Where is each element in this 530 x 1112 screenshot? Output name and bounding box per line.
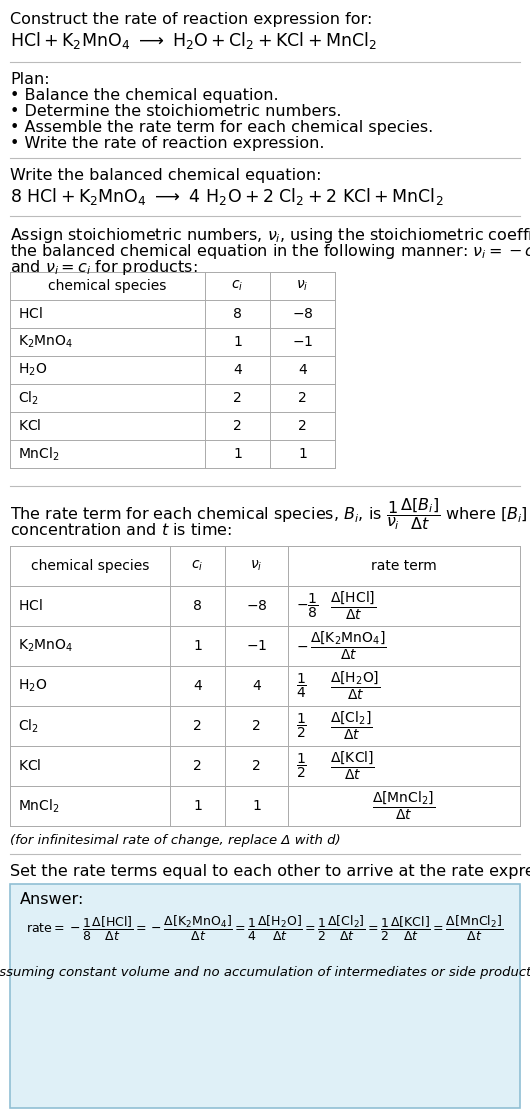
Text: $\dfrac{\Delta[\mathrm{H_2O}]}{\Delta t}$: $\dfrac{\Delta[\mathrm{H_2O}]}{\Delta t}…: [330, 669, 381, 702]
Text: 2: 2: [233, 391, 242, 405]
Text: 4: 4: [298, 363, 307, 377]
Text: $\mathrm{8\ HCl + K_2MnO_4 \ \longrightarrow \ 4\ H_2O + 2\ Cl_2 + 2\ KCl + MnCl: $\mathrm{8\ HCl + K_2MnO_4 \ \longrighta…: [10, 186, 444, 207]
Text: $\mathrm{Cl_2}$: $\mathrm{Cl_2}$: [18, 717, 39, 735]
Text: $\mathrm{MnCl_2}$: $\mathrm{MnCl_2}$: [18, 797, 60, 815]
Text: the balanced chemical equation in the following manner: $\nu_i = -c_i$ for react: the balanced chemical equation in the fo…: [10, 242, 530, 261]
Text: $-1$: $-1$: [246, 639, 267, 653]
Text: $\mathrm{HCl}$: $\mathrm{HCl}$: [18, 307, 43, 321]
Text: 2: 2: [298, 419, 307, 433]
Text: $\dfrac{\Delta[\mathrm{HCl}]}{\Delta t}$: $\dfrac{\Delta[\mathrm{HCl}]}{\Delta t}$: [330, 589, 376, 623]
Text: Plan:: Plan:: [10, 72, 50, 87]
Text: 1: 1: [233, 447, 242, 461]
Text: $\nu_i$: $\nu_i$: [296, 279, 308, 294]
Text: The rate term for each chemical species, $B_i$, is $\dfrac{1}{\nu_i}\dfrac{\Delt: The rate term for each chemical species,…: [10, 496, 530, 532]
Text: $-\dfrac{1}{8}$: $-\dfrac{1}{8}$: [296, 592, 319, 620]
Text: $\mathrm{rate} = -\dfrac{1}{8}\dfrac{\Delta[\mathrm{HCl}]}{\Delta t}= -\dfrac{\D: $\mathrm{rate} = -\dfrac{1}{8}\dfrac{\De…: [26, 913, 503, 943]
Text: Construct the rate of reaction expression for:: Construct the rate of reaction expressio…: [10, 12, 373, 27]
Text: $\dfrac{\Delta[\mathrm{MnCl_2}]}{\Delta t}$: $\dfrac{\Delta[\mathrm{MnCl_2}]}{\Delta …: [373, 790, 436, 822]
Text: rate term: rate term: [371, 559, 437, 573]
Text: 4: 4: [193, 679, 202, 693]
Text: 2: 2: [298, 391, 307, 405]
Text: Write the balanced chemical equation:: Write the balanced chemical equation:: [10, 168, 322, 183]
Text: $-8$: $-8$: [246, 599, 267, 613]
Text: • Balance the chemical equation.: • Balance the chemical equation.: [10, 88, 279, 103]
Text: $-8$: $-8$: [292, 307, 313, 321]
Text: and $\nu_i = c_i$ for products:: and $\nu_i = c_i$ for products:: [10, 258, 198, 277]
Text: $c_i$: $c_i$: [232, 279, 244, 294]
Text: 4: 4: [252, 679, 261, 693]
Polygon shape: [10, 884, 520, 1108]
Text: 1: 1: [193, 800, 202, 813]
Text: 1: 1: [252, 800, 261, 813]
Text: $\nu_i$: $\nu_i$: [250, 559, 263, 573]
Text: chemical species: chemical species: [31, 559, 149, 573]
Text: $\dfrac{\Delta[\mathrm{K_2MnO_4}]}{\Delta t}$: $\dfrac{\Delta[\mathrm{K_2MnO_4}]}{\Delt…: [310, 629, 386, 662]
Text: $\mathrm{H_2O}$: $\mathrm{H_2O}$: [18, 361, 47, 378]
Text: 2: 2: [193, 719, 202, 733]
Text: Answer:: Answer:: [20, 892, 84, 907]
Text: • Write the rate of reaction expression.: • Write the rate of reaction expression.: [10, 136, 324, 151]
Text: 1: 1: [233, 335, 242, 349]
Text: $c_i$: $c_i$: [191, 559, 204, 573]
Text: $-$: $-$: [296, 639, 308, 653]
Text: Set the rate terms equal to each other to arrive at the rate expression:: Set the rate terms equal to each other t…: [10, 864, 530, 878]
Text: concentration and $t$ is time:: concentration and $t$ is time:: [10, 522, 232, 538]
Text: $\mathrm{HCl}$: $\mathrm{HCl}$: [18, 598, 43, 614]
Text: $\dfrac{1}{2}$: $\dfrac{1}{2}$: [296, 752, 307, 781]
Text: $\mathrm{K_2MnO_4}$: $\mathrm{K_2MnO_4}$: [18, 638, 73, 654]
Text: $\mathrm{H_2O}$: $\mathrm{H_2O}$: [18, 678, 47, 694]
Text: $\dfrac{\Delta[\mathrm{Cl_2}]}{\Delta t}$: $\dfrac{\Delta[\mathrm{Cl_2}]}{\Delta t}…: [330, 709, 373, 742]
Text: 8: 8: [193, 599, 202, 613]
Text: 2: 2: [233, 419, 242, 433]
Text: $\dfrac{1}{4}$: $\dfrac{1}{4}$: [296, 672, 307, 701]
Text: chemical species: chemical species: [48, 279, 167, 292]
Text: $\mathrm{Cl_2}$: $\mathrm{Cl_2}$: [18, 389, 39, 407]
Text: 1: 1: [193, 639, 202, 653]
Text: $\mathrm{MnCl_2}$: $\mathrm{MnCl_2}$: [18, 445, 60, 463]
Text: $-1$: $-1$: [292, 335, 313, 349]
Text: 1: 1: [298, 447, 307, 461]
Text: • Assemble the rate term for each chemical species.: • Assemble the rate term for each chemic…: [10, 120, 433, 135]
Text: Assign stoichiometric numbers, $\nu_i$, using the stoichiometric coefficients, $: Assign stoichiometric numbers, $\nu_i$, …: [10, 226, 530, 245]
Text: $\dfrac{1}{2}$: $\dfrac{1}{2}$: [296, 712, 307, 741]
Text: $\mathrm{K_2MnO_4}$: $\mathrm{K_2MnO_4}$: [18, 334, 73, 350]
Text: • Determine the stoichiometric numbers.: • Determine the stoichiometric numbers.: [10, 105, 341, 119]
Text: $\mathrm{KCl}$: $\mathrm{KCl}$: [18, 758, 41, 774]
Text: $\dfrac{\Delta[\mathrm{KCl}]}{\Delta t}$: $\dfrac{\Delta[\mathrm{KCl}]}{\Delta t}$: [330, 749, 375, 782]
Text: 2: 2: [193, 759, 202, 773]
Text: $\mathrm{KCl}$: $\mathrm{KCl}$: [18, 418, 41, 434]
Text: $\mathrm{HCl + K_2MnO_4 \ \longrightarrow \ H_2O + Cl_2 + KCl + MnCl_2}$: $\mathrm{HCl + K_2MnO_4 \ \longrightarro…: [10, 30, 377, 51]
Text: 4: 4: [233, 363, 242, 377]
Text: 2: 2: [252, 719, 261, 733]
Text: 8: 8: [233, 307, 242, 321]
Text: (for infinitesimal rate of change, replace Δ with d): (for infinitesimal rate of change, repla…: [10, 834, 341, 847]
Text: (assuming constant volume and no accumulation of intermediates or side products): (assuming constant volume and no accumul…: [0, 966, 530, 979]
Text: 2: 2: [252, 759, 261, 773]
